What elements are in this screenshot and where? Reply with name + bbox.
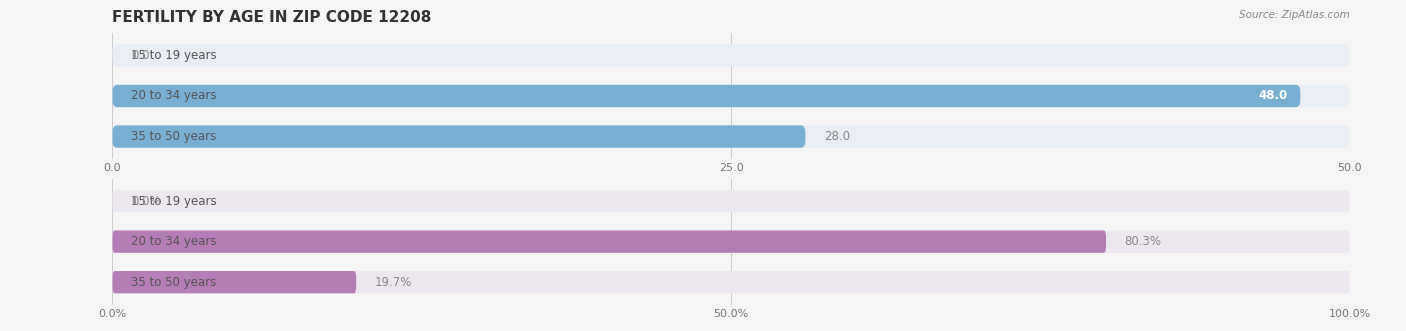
Text: 80.3%: 80.3% bbox=[1125, 235, 1161, 248]
Text: 35 to 50 years: 35 to 50 years bbox=[131, 276, 217, 289]
Text: 20 to 34 years: 20 to 34 years bbox=[131, 89, 217, 103]
Text: 48.0: 48.0 bbox=[1258, 89, 1288, 103]
Text: 15 to 19 years: 15 to 19 years bbox=[131, 49, 217, 62]
FancyBboxPatch shape bbox=[112, 190, 1350, 212]
FancyBboxPatch shape bbox=[112, 271, 1350, 293]
Text: FERTILITY BY AGE IN ZIP CODE 12208: FERTILITY BY AGE IN ZIP CODE 12208 bbox=[112, 10, 432, 25]
Text: 28.0: 28.0 bbox=[824, 130, 849, 143]
FancyBboxPatch shape bbox=[112, 85, 1301, 107]
FancyBboxPatch shape bbox=[112, 44, 1350, 67]
FancyBboxPatch shape bbox=[112, 125, 806, 148]
Text: 0.0: 0.0 bbox=[131, 49, 149, 62]
FancyBboxPatch shape bbox=[112, 125, 1350, 148]
Text: 20 to 34 years: 20 to 34 years bbox=[131, 235, 217, 248]
FancyBboxPatch shape bbox=[112, 230, 1350, 253]
Text: 0.0%: 0.0% bbox=[131, 195, 160, 208]
FancyBboxPatch shape bbox=[112, 85, 1350, 107]
Text: 15 to 19 years: 15 to 19 years bbox=[131, 195, 217, 208]
FancyBboxPatch shape bbox=[112, 271, 356, 293]
Text: 35 to 50 years: 35 to 50 years bbox=[131, 130, 217, 143]
Text: Source: ZipAtlas.com: Source: ZipAtlas.com bbox=[1239, 10, 1350, 20]
FancyBboxPatch shape bbox=[112, 230, 1107, 253]
Text: 19.7%: 19.7% bbox=[375, 276, 412, 289]
